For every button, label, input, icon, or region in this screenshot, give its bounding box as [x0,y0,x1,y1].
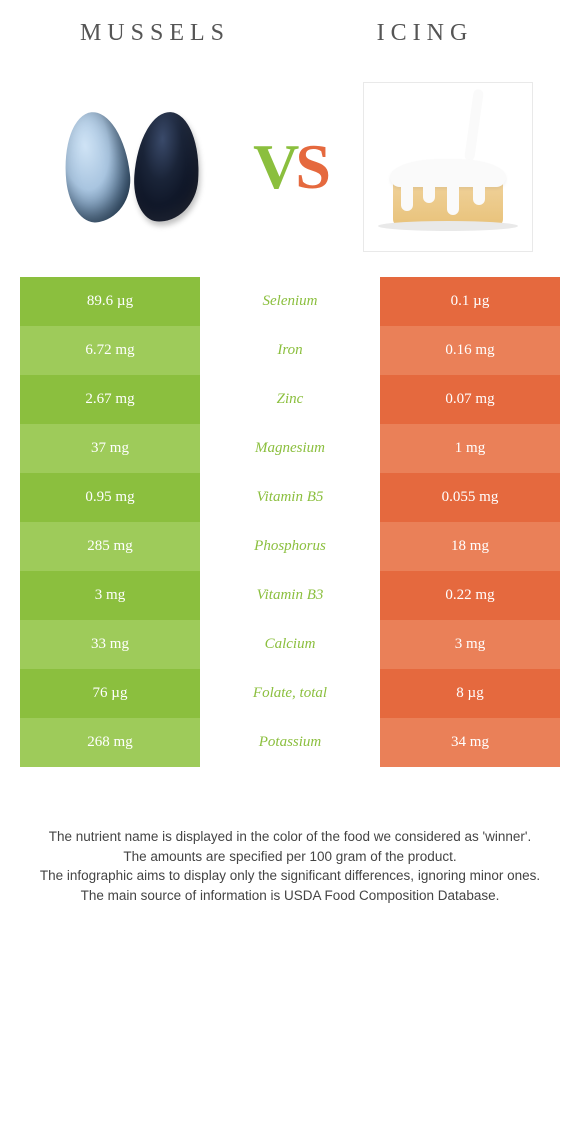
left-value: 285 mg [20,522,200,571]
table-row: 6.72 mgIron0.16 mg [20,326,560,375]
right-value: 8 µg [380,669,560,718]
footer-line: The infographic aims to display only the… [30,866,550,886]
nutrient-name: Folate, total [200,669,380,718]
left-value: 33 mg [20,620,200,669]
nutrient-name: Vitamin B3 [200,571,380,620]
icing-drip-icon [401,185,413,211]
nutrient-name: Calcium [200,620,380,669]
cake-icon [363,82,533,252]
right-value: 0.1 µg [380,277,560,326]
footer-line: The amounts are specified per 100 gram o… [30,847,550,867]
table-row: 285 mgPhosphorus18 mg [20,522,560,571]
mussels-image [20,77,243,257]
nutrient-name: Potassium [200,718,380,767]
nutrient-table: 89.6 µgSelenium0.1 µg6.72 mgIron0.16 mg2… [20,277,560,767]
infographic-container: MUSSELS ICING VS [0,0,580,905]
right-value: 0.16 mg [380,326,560,375]
icing-pour-icon [464,89,484,162]
icing-image [337,77,560,257]
left-value: 6.72 mg [20,326,200,375]
cake-body-icon [393,169,503,227]
vs-s: S [295,131,327,202]
table-row: 0.95 mgVitamin B50.055 mg [20,473,560,522]
nutrient-name: Selenium [200,277,380,326]
icing-drip-icon [423,185,435,203]
table-row: 3 mgVitamin B30.22 mg [20,571,560,620]
right-value: 0.07 mg [380,375,560,424]
table-row: 268 mgPotassium34 mg [20,718,560,767]
header-row: MUSSELS ICING [20,20,560,47]
mussels-icon [65,112,199,222]
right-value: 3 mg [380,620,560,669]
left-value: 89.6 µg [20,277,200,326]
table-row: 2.67 mgZinc0.07 mg [20,375,560,424]
title-right: ICING [290,20,560,47]
left-value: 3 mg [20,571,200,620]
icing-drip-icon [447,185,459,215]
left-value: 268 mg [20,718,200,767]
vs-v: V [253,131,295,202]
mussel-shell-closed-icon [131,110,203,224]
left-value: 2.67 mg [20,375,200,424]
nutrient-name: Magnesium [200,424,380,473]
vs-label: VS [243,130,337,204]
table-row: 37 mgMagnesium1 mg [20,424,560,473]
footer-line: The main source of information is USDA F… [30,886,550,906]
left-value: 0.95 mg [20,473,200,522]
table-row: 76 µgFolate, total8 µg [20,669,560,718]
right-value: 0.055 mg [380,473,560,522]
icing-drip-icon [473,185,485,205]
mussel-shell-open-icon [59,109,134,225]
hero-row: VS [20,77,560,257]
nutrient-name: Phosphorus [200,522,380,571]
title-left: MUSSELS [20,20,290,47]
footer-notes: The nutrient name is displayed in the co… [20,827,560,905]
nutrient-name: Iron [200,326,380,375]
nutrient-name: Zinc [200,375,380,424]
right-value: 1 mg [380,424,560,473]
right-value: 0.22 mg [380,571,560,620]
icing-top-icon [390,159,506,187]
right-value: 18 mg [380,522,560,571]
footer-line: The nutrient name is displayed in the co… [30,827,550,847]
table-row: 33 mgCalcium3 mg [20,620,560,669]
plate-icon [378,221,518,231]
left-value: 76 µg [20,669,200,718]
nutrient-name: Vitamin B5 [200,473,380,522]
right-value: 34 mg [380,718,560,767]
left-value: 37 mg [20,424,200,473]
table-row: 89.6 µgSelenium0.1 µg [20,277,560,326]
